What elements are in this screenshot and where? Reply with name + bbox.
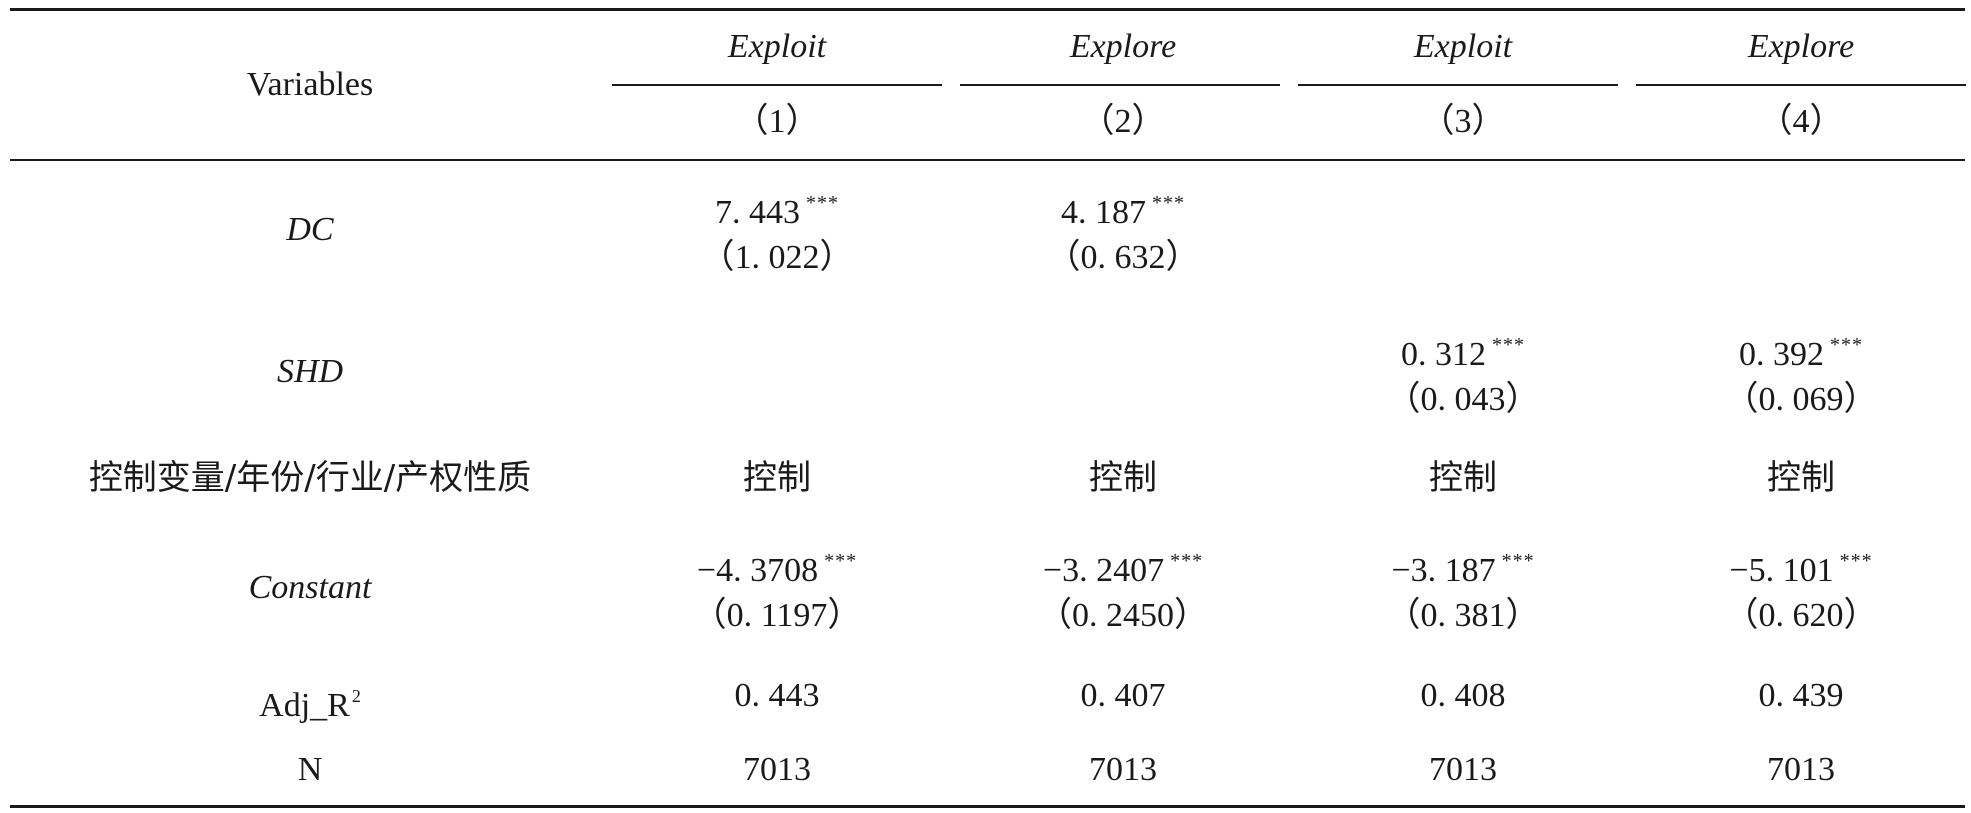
controls-col2: 控制: [1089, 458, 1157, 498]
shd-se-col3: （0. 043）: [1386, 381, 1540, 418]
controls-col4: 控制: [1767, 458, 1835, 498]
col3-dep-var: Exploit: [1413, 28, 1513, 65]
variables-header: Variables: [246, 66, 374, 103]
col2-dep-var: Explore: [1069, 28, 1177, 65]
constant-coef-col3: −3. 187 ***: [1391, 550, 1535, 589]
adj-r2-col2: 0. 407: [1080, 677, 1166, 714]
row-label-dc: DC: [286, 211, 334, 248]
dc-coef-col2: 4. 187 ***: [1061, 192, 1185, 231]
adj-r2-col4: 0. 439: [1758, 677, 1844, 714]
col1-dep-var: Exploit: [727, 28, 827, 65]
constant-se-col1: （0. 1197）: [692, 597, 862, 634]
row-label-controls: 控制变量/年份/行业/产权性质: [88, 458, 532, 498]
col1-number: （1）: [734, 103, 820, 140]
constant-se-col4: （0. 620）: [1724, 597, 1878, 634]
bottom-rule: [10, 805, 1965, 808]
col2-underline: [960, 84, 1280, 86]
n-col3: 7013: [1429, 751, 1497, 788]
col3-underline: [1298, 84, 1618, 86]
col4-underline: [1636, 84, 1966, 86]
shd-se-col4: （0. 069）: [1724, 381, 1878, 418]
shd-coef-col4: 0. 392 ***: [1739, 334, 1863, 373]
row-label-constant: Constant: [248, 569, 372, 606]
col2-number: （2）: [1080, 103, 1166, 140]
constant-se-col3: （0. 381）: [1386, 597, 1540, 634]
dc-coef-col1: 7. 443 ***: [715, 192, 839, 231]
col4-number: （4）: [1758, 103, 1844, 140]
col4-dep-var: Explore: [1747, 28, 1855, 65]
col1-underline: [612, 84, 942, 86]
shd-coef-col3: 0. 312 ***: [1401, 334, 1525, 373]
constant-coef-col4: −5. 101 ***: [1729, 550, 1873, 589]
n-col4: 7013: [1767, 751, 1835, 788]
dc-se-col2: （0. 632）: [1046, 239, 1200, 276]
n-col2: 7013: [1089, 751, 1157, 788]
adj-r2-col3: 0. 408: [1420, 677, 1506, 714]
top-rule: [10, 8, 1965, 11]
row-label-n: N: [297, 751, 323, 788]
col3-number: （3）: [1420, 103, 1506, 140]
adj-r2-col1: 0. 443: [734, 677, 820, 714]
n-col1: 7013: [743, 751, 811, 788]
row-label-shd: SHD: [276, 353, 344, 390]
constant-se-col2: （0. 2450）: [1038, 597, 1208, 634]
row-label-adj-r2: Adj_R 2: [259, 686, 361, 724]
controls-col1: 控制: [743, 458, 811, 498]
controls-col3: 控制: [1429, 458, 1497, 498]
dc-se-col1: （1. 022）: [700, 239, 854, 276]
constant-coef-col2: −3. 2407 ***: [1042, 550, 1204, 589]
header-rule: [10, 159, 1965, 161]
constant-coef-col1: −4. 3708 ***: [696, 550, 858, 589]
